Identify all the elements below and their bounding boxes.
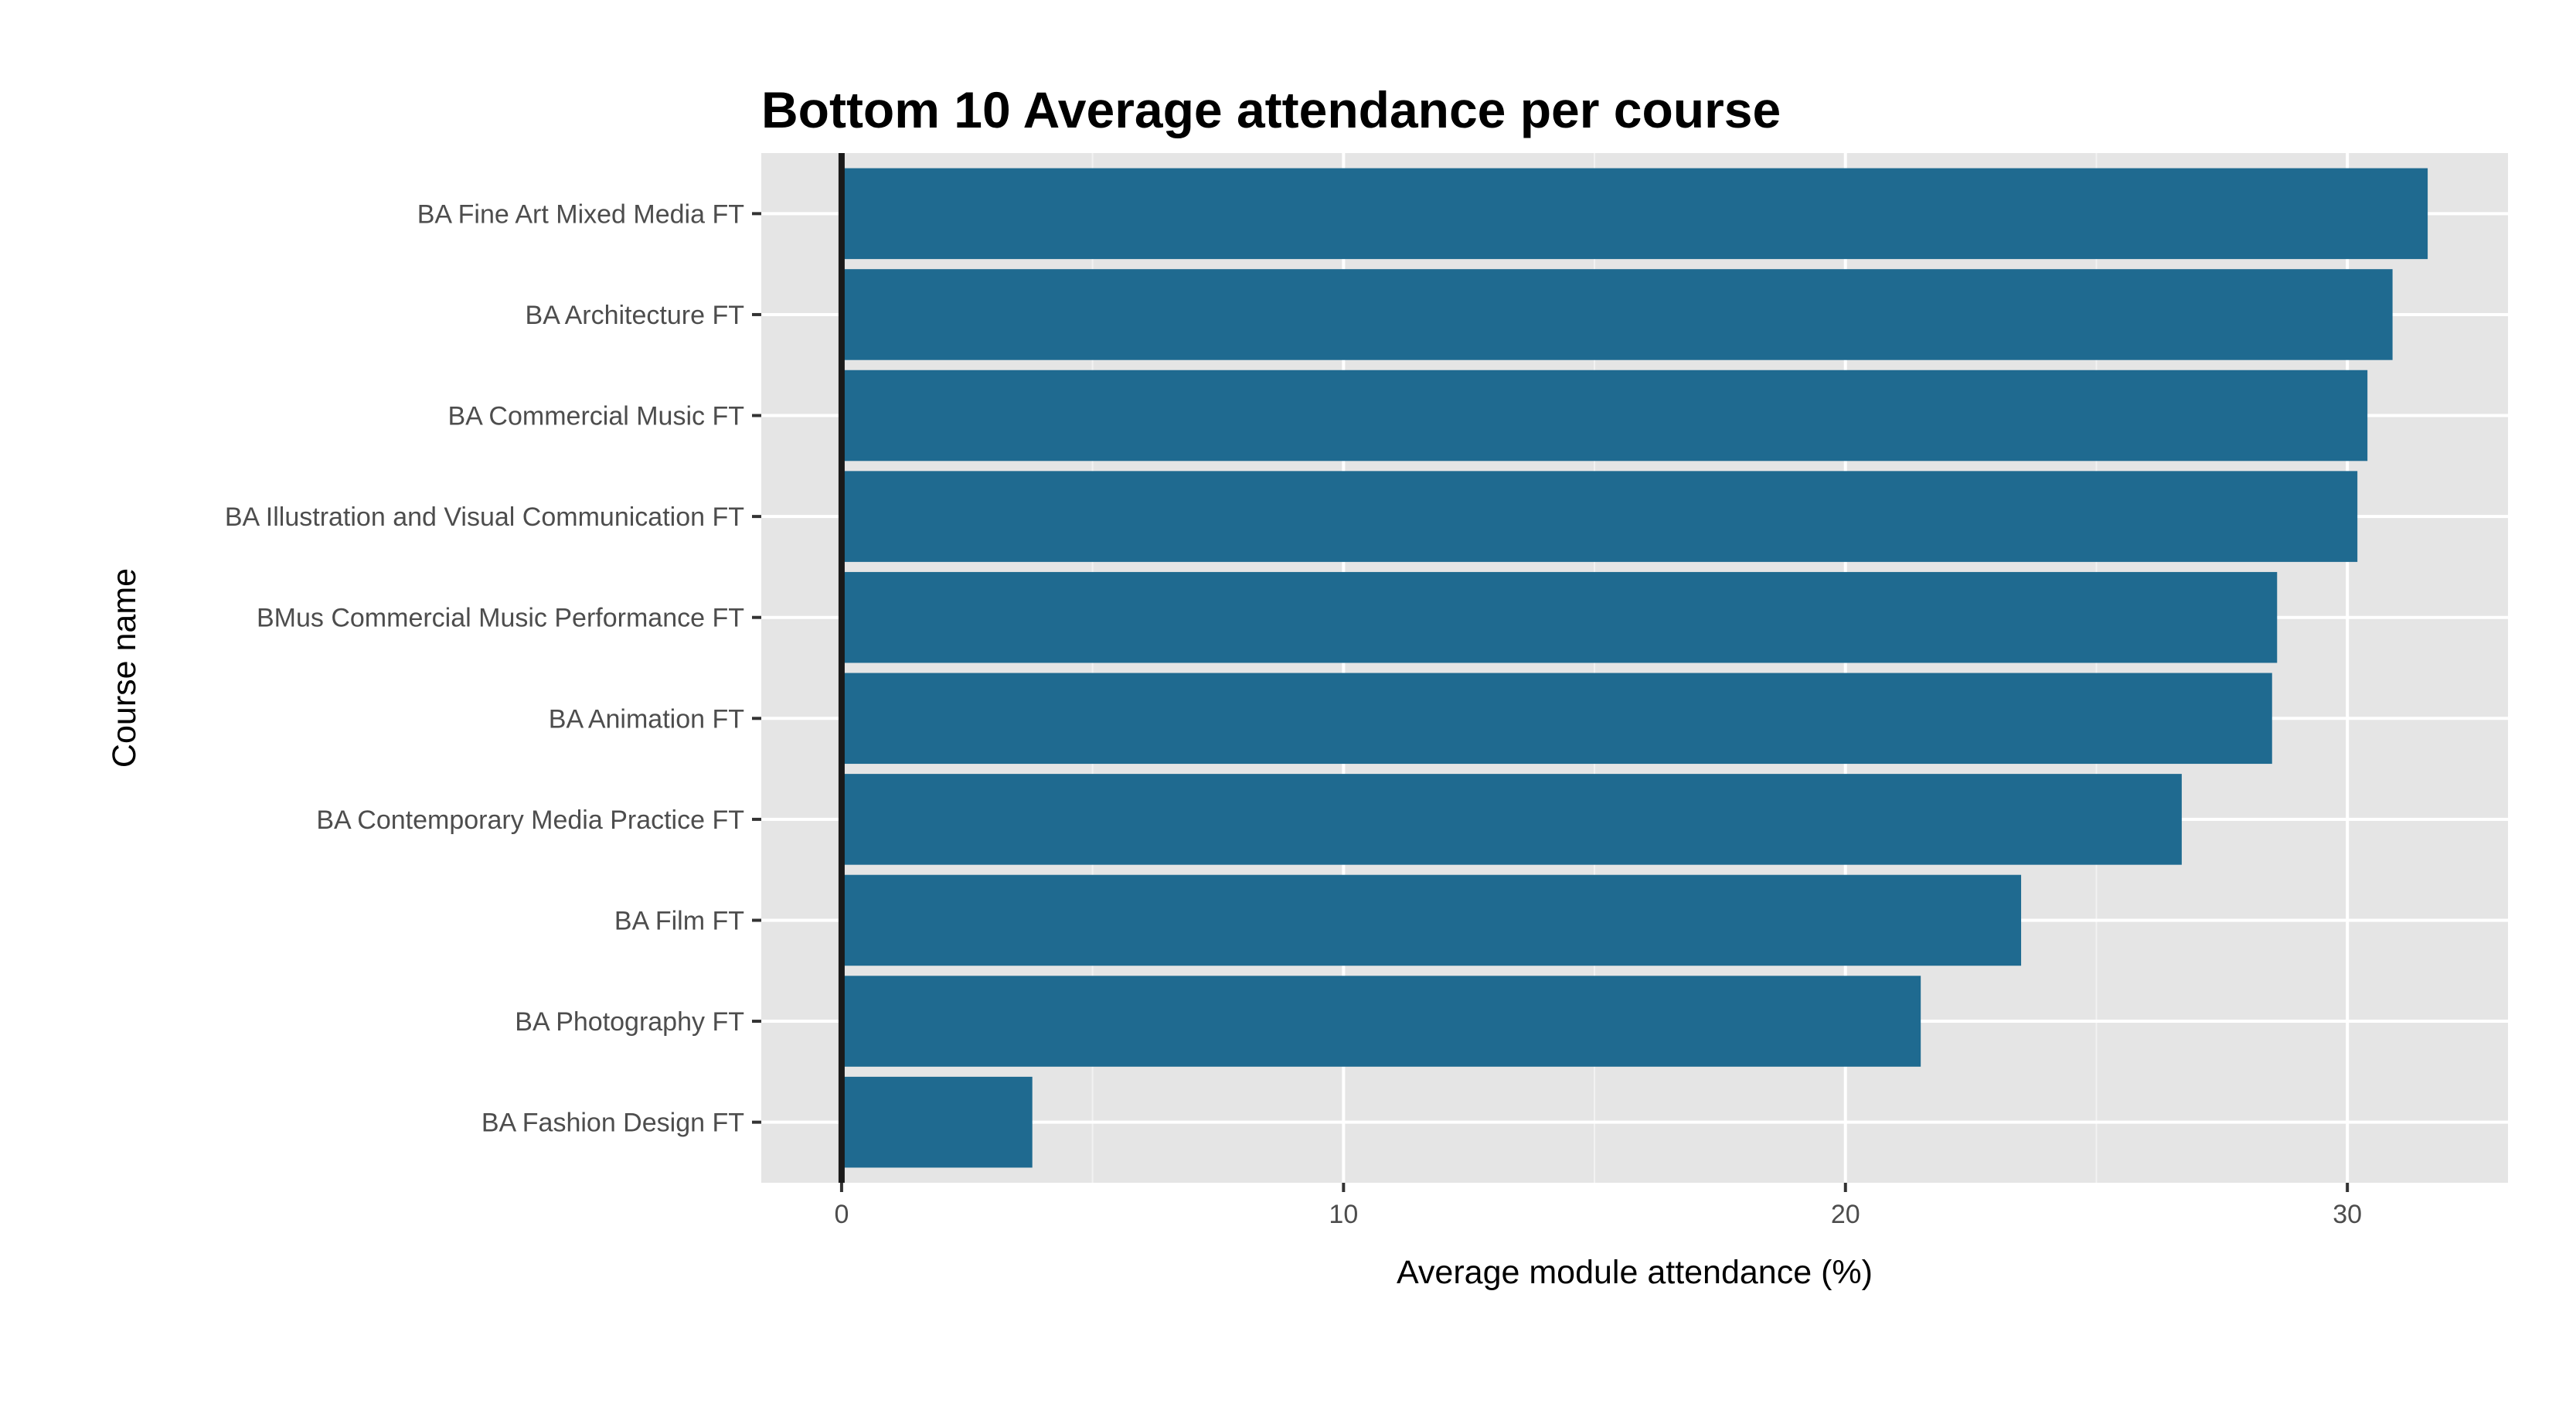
bar	[841, 874, 2022, 966]
y-axis-title: Course name	[106, 568, 143, 768]
bar	[841, 571, 2278, 663]
y-tick-label: BA Illustration and Visual Communication…	[225, 502, 744, 532]
bar	[841, 976, 1921, 1067]
x-tick-label: 0	[834, 1200, 849, 1229]
bar	[841, 1076, 1033, 1168]
x-axis-title: Average module attendance (%)	[1397, 1254, 1873, 1291]
x-tick-label: 30	[2333, 1200, 2362, 1229]
y-tick-label: BA Commercial Music FT	[448, 402, 745, 431]
y-tick-label: BMus Commercial Music Performance FT	[257, 604, 744, 633]
bar	[841, 673, 2272, 765]
bar	[841, 370, 2368, 462]
y-tick-label: BA Fashion Design FT	[482, 1109, 744, 1138]
bar	[841, 168, 2428, 260]
y-tick-label: BA Contemporary Media Practice FT	[316, 806, 744, 835]
bar	[841, 269, 2393, 360]
y-tick-label: BA Architecture FT	[526, 301, 744, 330]
chart-title: Bottom 10 Average attendance per course	[761, 81, 1781, 138]
bar	[841, 774, 2182, 865]
bar	[841, 471, 2358, 562]
y-tick-label: BA Fine Art Mixed Media FT	[417, 199, 744, 229]
y-tick-label: BA Animation FT	[549, 704, 744, 734]
bars	[841, 168, 2428, 1168]
x-axis: 0 10 20 30	[834, 1183, 2362, 1229]
x-tick-label: 10	[1329, 1200, 1358, 1229]
x-tick-label: 20	[1831, 1200, 1860, 1229]
y-axis: BA Fine Art Mixed Media FT BA Architectur…	[225, 199, 761, 1138]
y-tick-label: BA Photography FT	[515, 1007, 744, 1037]
y-tick-label: BA Film FT	[614, 906, 744, 935]
